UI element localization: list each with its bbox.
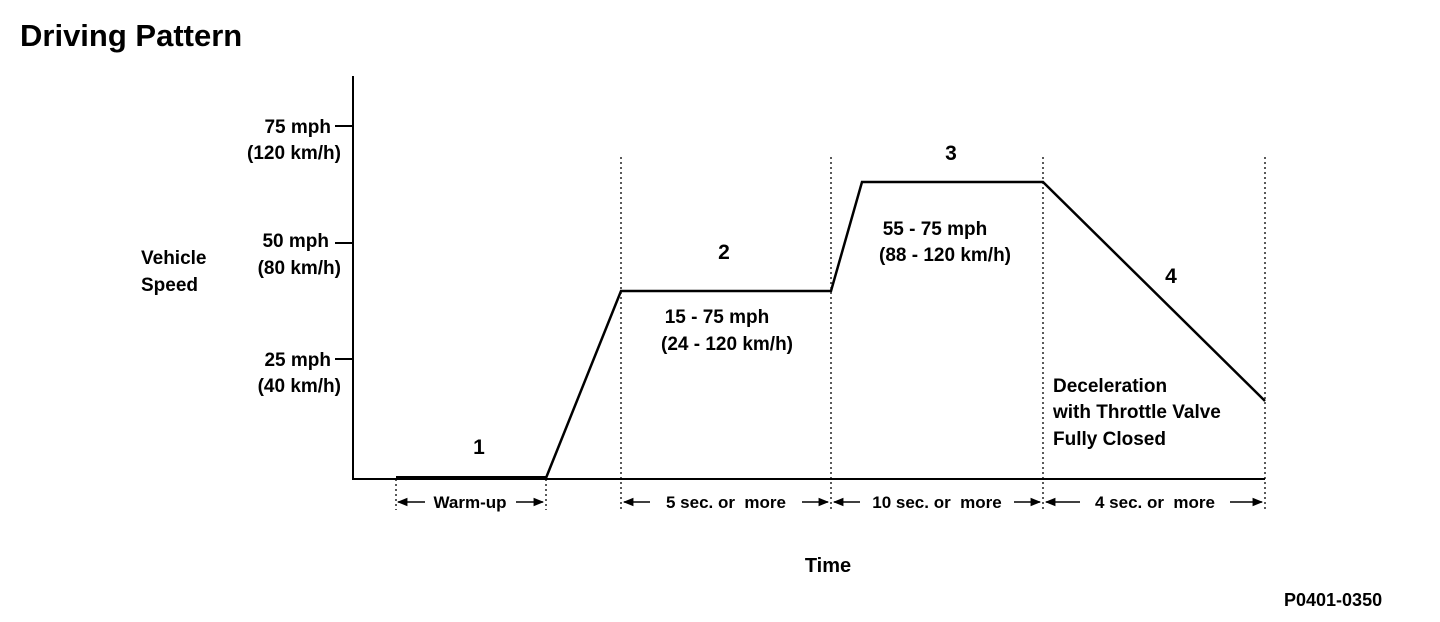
y-tick-label-75-mph: 75 mph [264,117,331,138]
phase-2-duration: 5 sec. or more [666,493,786,512]
page-title: Driving Pattern [20,18,243,53]
x-axis-label: Time [805,555,851,577]
y-axis-label-line2: Speed [141,275,198,296]
phase-2-range-kmh: (24 - 120 km/h) [661,334,793,355]
phase-2-number: 2 [718,241,730,264]
phase-3-range-mph: 55 - 75 mph [883,219,988,240]
y-tick-label-75-kmh: (120 km/h) [247,143,341,164]
phase-3-range-kmh: (88 - 120 km/h) [879,245,1011,266]
phase-1-number: 1 [473,436,485,459]
phase-1-duration: Warm-up [433,493,506,512]
phase-3-number: 3 [945,142,957,165]
speed-profile-line [544,180,1266,479]
phase-4-duration: 4 sec. or more [1095,493,1215,512]
phase-3-duration: 10 sec. or more [872,493,1001,512]
phase-4-note-line3: Fully Closed [1053,429,1166,450]
y-tick-label-50-kmh: (80 km/h) [258,258,341,279]
y-tick-label-25-mph: 25 mph [264,350,331,371]
y-axis-label-line1: Vehicle [141,248,207,269]
phase-4-note-line2: with Throttle Valve [1052,402,1221,423]
phase-4-note-line1: Deceleration [1053,376,1167,397]
figure-code: P0401-0350 [1284,590,1383,610]
phase-4-number: 4 [1165,265,1177,288]
phase-2-range-mph: 15 - 75 mph [665,307,770,328]
y-tick-label-25-kmh: (40 km/h) [258,376,341,397]
y-tick-label-50-mph: 50 mph [262,231,329,252]
